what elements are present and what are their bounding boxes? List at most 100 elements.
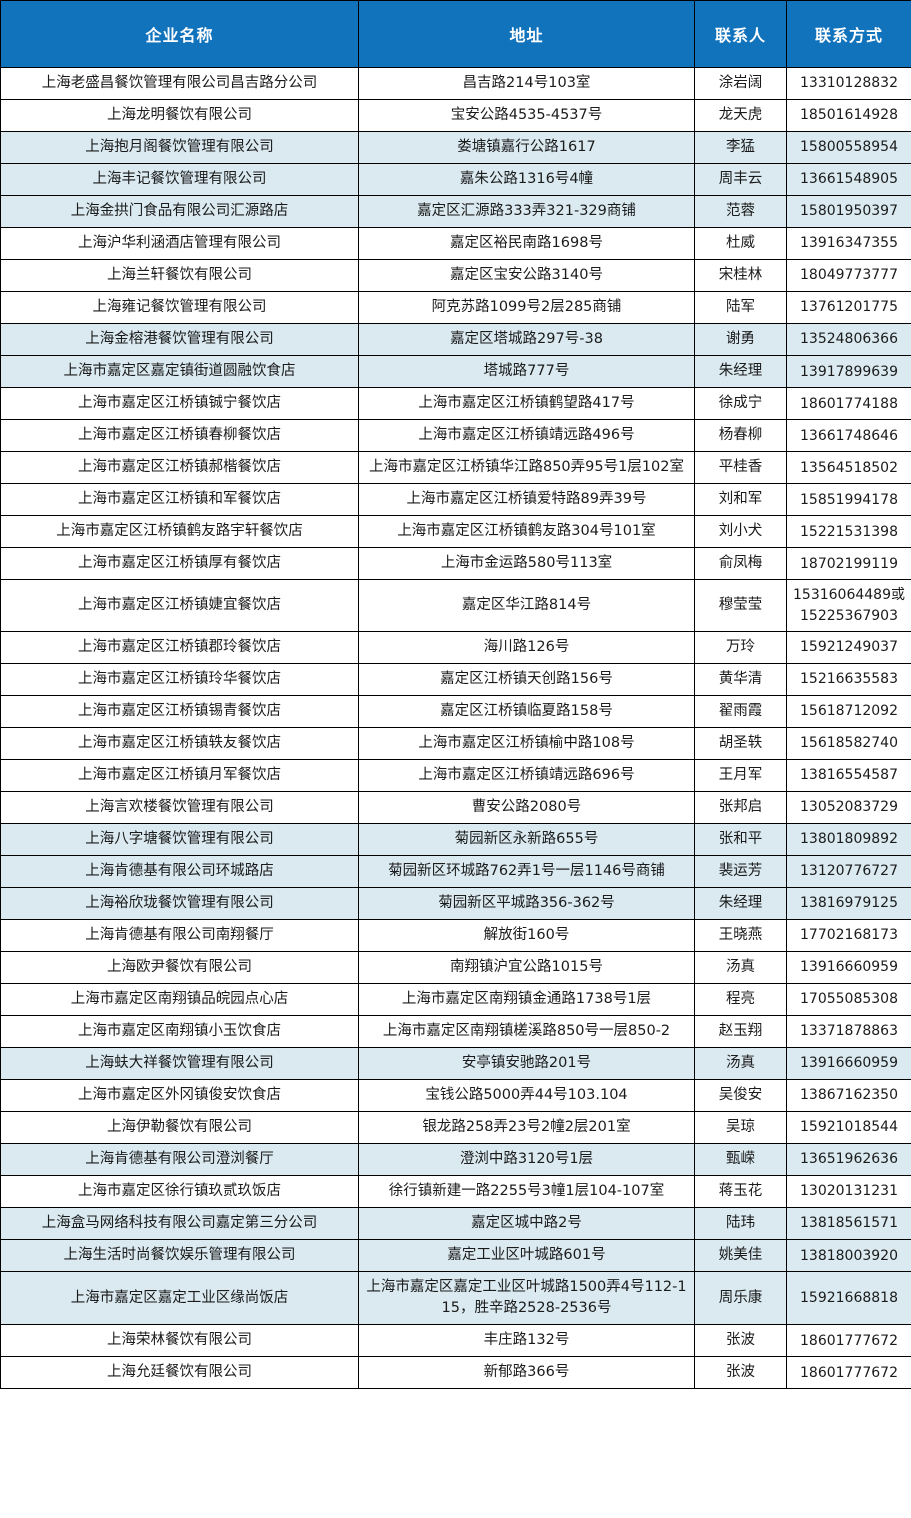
- cell-company-name: 上海市嘉定区南翔镇品皖园点心店: [0, 983, 359, 1017]
- cell-contact-phone: 13818003920: [786, 1239, 911, 1273]
- business-directory-sheet: 企业名称 地址 联系人 联系方式 上海老盛昌餐饮管理有限公司昌吉路分公司 昌吉路2…: [0, 0, 911, 1390]
- cell-contact-person: 朱经理: [694, 355, 787, 389]
- cell-company-name: 上海市嘉定区江桥镇月军餐饮店: [0, 758, 359, 792]
- cell-company-name: 上海市嘉定区江桥镇轶友餐饮店: [0, 726, 359, 760]
- cell-contact-person: 吴琼: [694, 1111, 787, 1145]
- cell-address: 宝钱公路5000弄44号103.104: [358, 1079, 695, 1113]
- cell-contact-person: 蒋玉花: [694, 1175, 787, 1209]
- cell-contact-person: 杜威: [694, 227, 787, 261]
- cell-contact-phone: 13916660959: [786, 950, 911, 985]
- cell-contact-phone: 15618712092: [786, 694, 911, 728]
- cell-contact-person: 龙天虎: [694, 99, 787, 133]
- cell-company-name: 上海市嘉定区江桥镇婕宜餐饮店: [0, 579, 359, 632]
- cell-company-name: 上海荣林餐饮有限公司: [0, 1324, 359, 1358]
- phone-line: 15225367903: [800, 607, 898, 624]
- cell-company-name: 上海肯德基有限公司澄浏餐厅: [0, 1143, 359, 1177]
- cell-contact-phone: 13818561571: [786, 1207, 911, 1241]
- cell-address: 上海市金运路580号113室: [358, 547, 695, 581]
- table-row: 上海市嘉定区外冈镇俊安饮食店 宝钱公路5000弄44号103.104 吴俊安 1386…: [0, 1079, 911, 1113]
- cell-address: 上海市嘉定区南翔镇槎溪路850号一层850-2: [358, 1015, 695, 1049]
- cell-contact-phone: 13661748646: [786, 419, 911, 453]
- cell-company-name: 上海市嘉定区江桥镇春柳餐饮店: [0, 419, 359, 453]
- cell-address: 菊园新区环城路762弄1号一层1146号商铺: [358, 854, 695, 888]
- cell-contact-person: 张邦启: [694, 790, 787, 824]
- cell-contact-person: 范蓉: [694, 195, 787, 229]
- cell-address: 宝安公路4535-4537号: [358, 99, 695, 133]
- cell-contact-phone: 18501614928: [786, 99, 911, 133]
- cell-contact-phone: 13801809892: [786, 822, 911, 856]
- cell-contact-phone: 15921018544: [786, 1111, 911, 1145]
- cell-company-name: 上海市嘉定区江桥镇郡玲餐饮店: [0, 630, 359, 664]
- cell-address: 菊园新区永新路655号: [358, 822, 695, 856]
- cell-contact-person: 程亮: [694, 983, 787, 1017]
- table-row: 上海市嘉定区江桥镇月军餐饮店 上海市嘉定区江桥镇靖远路696号 王月军 1381655…: [0, 758, 911, 792]
- table-row: 上海市嘉定区江桥镇郝楷餐饮店 上海市嘉定区江桥镇华江路850弄95号1层102室平…: [0, 451, 911, 485]
- cell-contact-person: 谢勇: [694, 323, 787, 357]
- cell-contact-person: 平桂香: [694, 451, 787, 485]
- cell-company-name: 上海市嘉定区徐行镇玖贰玖饭店: [0, 1175, 359, 1209]
- table-row: 上海市嘉定区徐行镇玖贰玖饭店 徐行镇新建一路2255号3幢1层104-107室 蒋玉…: [0, 1175, 911, 1209]
- cell-contact-phone: 15800558954: [786, 131, 911, 165]
- cell-company-name: 上海蚨大祥餐饮管理有限公司: [0, 1047, 359, 1081]
- table-row: 上海荣林餐饮有限公司 丰庄路132号 张波 18601777672: [0, 1324, 911, 1358]
- cell-company-name: 上海裕欣珑餐饮管理有限公司: [0, 886, 359, 920]
- table-row: 上海市嘉定区嘉定工业区缘尚饭店 上海市嘉定区嘉定工业区叶城路1500弄4号112-…: [0, 1271, 911, 1326]
- column-header-contact-method: 联系方式: [786, 0, 911, 68]
- cell-address: 昌吉路214号103室: [358, 66, 695, 101]
- cell-contact-phone: 13917899639: [786, 355, 911, 389]
- cell-contact-person: 张和平: [694, 822, 787, 856]
- cell-contact-person: 张波: [694, 1324, 787, 1358]
- cell-company-name: 上海允廷餐饮有限公司: [0, 1356, 359, 1390]
- cell-contact-person: 汤真: [694, 950, 787, 985]
- table-row: 上海八字塘餐饮管理有限公司 菊园新区永新路655号 张和平 13801809892: [0, 822, 911, 856]
- cell-contact-person: 李猛: [694, 131, 787, 165]
- cell-contact-phone: 13816979125: [786, 886, 911, 920]
- cell-company-name: 上海龙明餐饮有限公司: [0, 99, 359, 133]
- cell-contact-phone: 13916347355: [786, 227, 911, 261]
- cell-contact-phone: 13816554587: [786, 758, 911, 792]
- cell-contact-person: 周乐康: [694, 1271, 787, 1326]
- cell-address: 解放街160号: [358, 918, 695, 953]
- cell-company-name: 上海丰记餐饮管理有限公司: [0, 163, 359, 197]
- table-header: 企业名称 地址 联系人 联系方式: [0, 0, 911, 68]
- table-row: 上海裕欣珑餐饮管理有限公司 菊园新区平城路356-362号 朱经理 138169791…: [0, 886, 911, 920]
- cell-company-name: 上海言欢楼餐饮管理有限公司: [0, 790, 359, 824]
- cell-contact-phone: 13761201775: [786, 291, 911, 325]
- cell-contact-phone: 15801950397: [786, 195, 911, 229]
- cell-contact-phone: 13020131231: [786, 1175, 911, 1209]
- cell-address: 上海市嘉定区江桥镇爱特路89弄39号: [358, 483, 695, 517]
- cell-address: 菊园新区平城路356-362号: [358, 886, 695, 920]
- business-directory-table: 企业名称 地址 联系人 联系方式 上海老盛昌餐饮管理有限公司昌吉路分公司 昌吉路2…: [0, 0, 911, 1390]
- cell-company-name: 上海肯德基有限公司环城路店: [0, 854, 359, 888]
- cell-contact-person: 吴俊安: [694, 1079, 787, 1113]
- cell-address: 上海市嘉定区江桥镇鹤望路417号: [358, 387, 695, 421]
- cell-address: 曹安公路2080号: [358, 790, 695, 824]
- table-row: 上海市嘉定区江桥镇郡玲餐饮店 海川路126号 万玲 15921249037: [0, 630, 911, 664]
- table-row: 上海市嘉定区南翔镇品皖园点心店 上海市嘉定区南翔镇金通路1738号1层 程亮 1705…: [0, 983, 911, 1017]
- table-row: 上海丰记餐饮管理有限公司 嘉朱公路1316号4幢 周丰云 13661548905: [0, 163, 911, 197]
- cell-address: 嘉定区江桥镇天创路156号: [358, 662, 695, 696]
- cell-address: 南翔镇沪宜公路1015号: [358, 950, 695, 985]
- table-row: 上海兰轩餐饮有限公司 嘉定区宝安公路3140号 宋桂林 18049773777: [0, 259, 911, 293]
- cell-address: 嘉定工业区叶城路601号: [358, 1239, 695, 1273]
- cell-address: 阿克苏路1099号2层285商铺: [358, 291, 695, 325]
- cell-contact-person: 陆军: [694, 291, 787, 325]
- table-row: 上海肯德基有限公司环城路店 菊园新区环城路762弄1号一层1146号商铺 裴运芳 13…: [0, 854, 911, 888]
- table-row: 上海市嘉定区南翔镇小玉饮食店 上海市嘉定区南翔镇槎溪路850号一层850-2 赵玉翔…: [0, 1015, 911, 1049]
- table-row: 上海市嘉定区江桥镇春柳餐饮店 上海市嘉定区江桥镇靖远路496号 杨春柳 1366174…: [0, 419, 911, 453]
- cell-contact-phone: 15921668818: [786, 1271, 911, 1326]
- cell-contact-person: 胡圣轶: [694, 726, 787, 760]
- cell-contact-person: 赵玉翔: [694, 1015, 787, 1049]
- cell-contact-person: 王月军: [694, 758, 787, 792]
- cell-contact-person: 徐成宁: [694, 387, 787, 421]
- table-row: 上海蚨大祥餐饮管理有限公司 安亭镇安驰路201号 汤真 13916660959: [0, 1047, 911, 1081]
- cell-contact-phone: 17702168173: [786, 918, 911, 953]
- cell-company-name: 上海沪华利涵酒店管理有限公司: [0, 227, 359, 261]
- cell-contact-phone: 13916660959: [786, 1047, 911, 1081]
- cell-address: 徐行镇新建一路2255号3幢1层104-107室: [358, 1175, 695, 1209]
- cell-company-name: 上海肯德基有限公司南翔餐厅: [0, 918, 359, 953]
- cell-company-name: 上海生活时尚餐饮娱乐管理有限公司: [0, 1239, 359, 1273]
- cell-company-name: 上海市嘉定区南翔镇小玉饮食店: [0, 1015, 359, 1049]
- cell-contact-phone: 13052083729: [786, 790, 911, 824]
- cell-company-name: 上海伊勒餐饮有限公司: [0, 1111, 359, 1145]
